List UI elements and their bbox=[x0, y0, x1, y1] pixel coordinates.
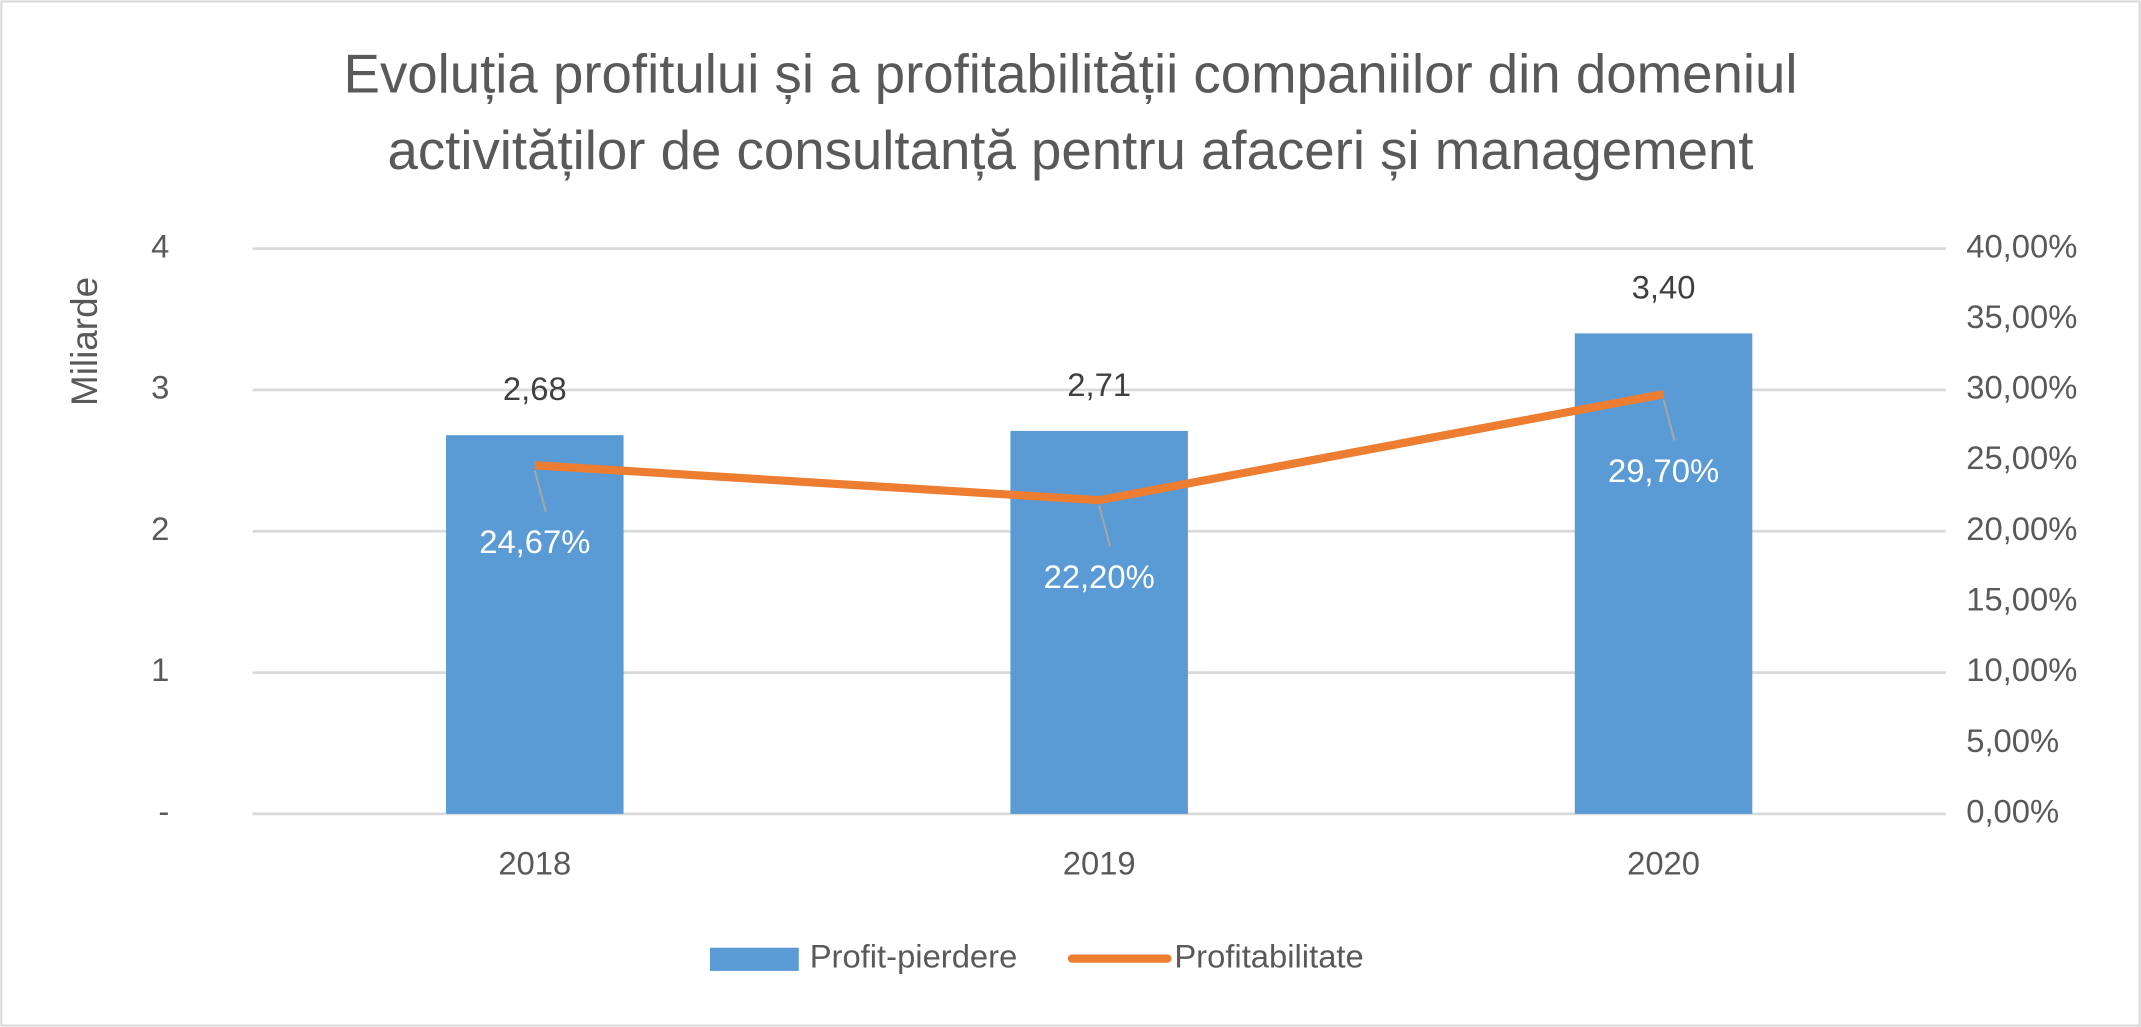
legend-label: Profit-pierdere bbox=[810, 937, 1018, 974]
y-tick-label: - bbox=[158, 793, 169, 830]
y-axis-label: Miliarde bbox=[64, 277, 105, 406]
y2-tick-label: 5,00% bbox=[1966, 722, 2059, 759]
leader-line bbox=[1662, 399, 1676, 441]
x-tick-label: 2019 bbox=[1063, 844, 1136, 881]
leader-line bbox=[1098, 505, 1112, 547]
bar bbox=[446, 435, 624, 814]
y2-tick-label: 30,00% bbox=[1966, 369, 2077, 406]
x-tick-label: 2020 bbox=[1627, 844, 1700, 881]
legend-swatch bbox=[710, 947, 799, 971]
y2-tick-label: 35,00% bbox=[1966, 298, 2077, 335]
line-value-label: 24,67% bbox=[479, 523, 590, 560]
bar-value-label: 2,68 bbox=[503, 370, 567, 407]
line-value-label: 29,70% bbox=[1608, 452, 1719, 489]
y2-tick-label: 40,00% bbox=[1966, 227, 2077, 264]
chart-title: activităților de consultanță pentru afac… bbox=[388, 120, 1754, 181]
y2-tick-label: 10,00% bbox=[1966, 651, 2077, 688]
y-tick-label: 2 bbox=[151, 510, 169, 547]
y-tick-label: 1 bbox=[151, 651, 169, 688]
line bbox=[534, 390, 1665, 505]
chart-title: Evoluția profitului și a profitabilități… bbox=[344, 43, 1798, 104]
y-tick-label: 3 bbox=[151, 369, 169, 406]
bar-value-label: 2,71 bbox=[1067, 366, 1131, 403]
leader-line bbox=[533, 470, 547, 512]
y2-tick-label: 0,00% bbox=[1966, 793, 2059, 830]
bar bbox=[1574, 333, 1753, 814]
line-value-label: 22,20% bbox=[1044, 558, 1155, 595]
y-tick-label: 4 bbox=[151, 227, 169, 264]
y2-tick-label: 15,00% bbox=[1966, 581, 2077, 618]
bar-value-label: 3,40 bbox=[1632, 268, 1696, 305]
legend-label: Profitabilitate bbox=[1174, 937, 1363, 974]
x-tick-label: 2018 bbox=[498, 844, 571, 881]
y2-tick-label: 20,00% bbox=[1966, 510, 2077, 547]
y2-tick-label: 25,00% bbox=[1966, 439, 2077, 476]
